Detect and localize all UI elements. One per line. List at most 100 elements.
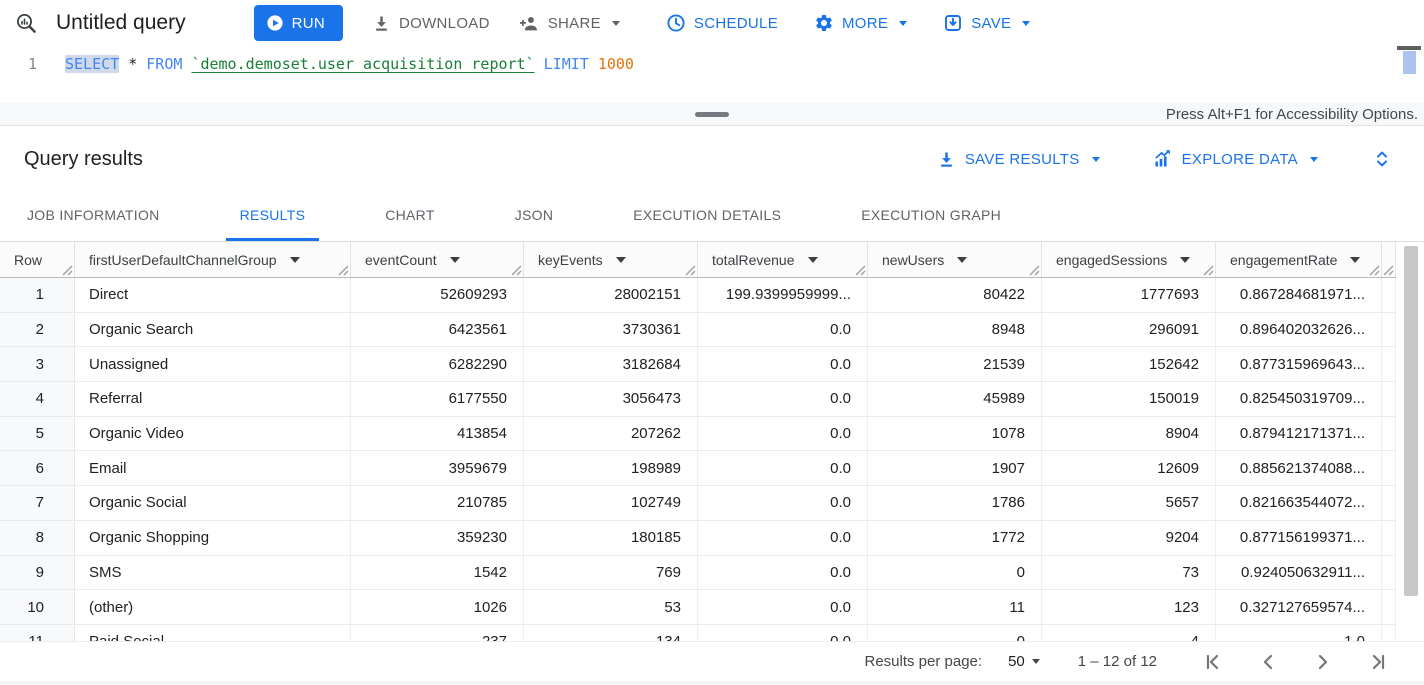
tab-json[interactable]: JSON — [501, 192, 568, 241]
table-cell-newusers: 1786 — [868, 486, 1042, 520]
column-menu-icon[interactable] — [808, 257, 818, 263]
column-resize-handle[interactable] — [1203, 265, 1214, 276]
table-cell-totalrevenue: 0.0 — [698, 313, 868, 347]
run-button[interactable]: RUN — [254, 5, 343, 41]
save-results-button[interactable]: SAVE RESULTS — [937, 150, 1100, 169]
column-resize-handle[interactable] — [685, 265, 696, 276]
gear-icon — [814, 13, 834, 33]
schedule-button[interactable]: SCHEDULE — [666, 13, 778, 33]
column-label: firstUserDefaultChannelGroup — [89, 252, 277, 268]
table-cell-firstuserdefaultchannelgroup: Paid Social — [75, 625, 351, 641]
column-menu-icon[interactable] — [957, 257, 967, 263]
table-cell-newusers: 1907 — [868, 451, 1042, 485]
sql-editor[interactable]: 1 SELECT * FROM `demo.demoset.user_acqui… — [0, 46, 1424, 103]
save-results-icon — [937, 150, 956, 169]
more-button[interactable]: MORE — [814, 13, 907, 33]
previous-page-button[interactable] — [1256, 650, 1280, 674]
table-row: 11Paid Social2371340.0041.0 — [0, 625, 1396, 641]
tab-execution-details[interactable]: EXECUTION DETAILS — [619, 192, 795, 241]
panel-resize-handle[interactable] — [695, 112, 729, 117]
column-header-keyevents[interactable]: keyEvents — [524, 242, 698, 277]
sql-table-reference[interactable]: `demo.demoset.user_acquisition_report` — [191, 55, 534, 73]
table-cell-firstuserdefaultchannelgroup: Organic Video — [75, 417, 351, 451]
table-cell-keyevents: 134 — [524, 625, 698, 641]
table-cell-eventcount: 6177550 — [351, 382, 524, 416]
results-actions: SAVE RESULTS EXPLORE DATA — [937, 147, 1394, 171]
table-cell-eventcount: 1026 — [351, 590, 524, 624]
table-row: 1Direct5260929328002151199.9399959999...… — [0, 278, 1396, 313]
column-label: newUsers — [882, 252, 944, 268]
chevron-down-icon — [899, 21, 907, 26]
sql-token: 1000 — [598, 55, 634, 73]
table-cell-engagementrate: 0.867284681971... — [1216, 278, 1382, 312]
results-title: Query results — [24, 148, 143, 171]
column-resize-handle[interactable] — [1029, 265, 1040, 276]
results-table: Row firstUserDefaultChannelGroup eventCoun… — [0, 242, 1396, 641]
column-resize-handle[interactable] — [855, 265, 866, 276]
column-header-newusers[interactable]: newUsers — [868, 242, 1042, 277]
column-menu-icon[interactable] — [616, 257, 626, 263]
table-cell-newusers: 1078 — [868, 417, 1042, 451]
table-scrollbar-thumb[interactable] — [1404, 246, 1418, 596]
share-button[interactable]: SHARE — [519, 14, 620, 33]
sql-code-line[interactable]: SELECT * FROM `demo.demoset.user_acquisi… — [52, 46, 634, 103]
table-cell-spacer — [1382, 451, 1396, 485]
explore-data-button[interactable]: EXPLORE DATA — [1152, 149, 1318, 169]
table-cell-engagedsessions: 8904 — [1042, 417, 1216, 451]
chevron-down-icon — [1022, 21, 1030, 26]
save-button[interactable]: SAVE — [943, 13, 1030, 33]
accessibility-hint: Press Alt+F1 for Accessibility Options. — [1166, 106, 1418, 123]
table-cell-eventcount: 1542 — [351, 556, 524, 590]
column-resize-handle[interactable] — [511, 265, 522, 276]
column-header-totalrevenue[interactable]: totalRevenue — [698, 242, 868, 277]
query-title[interactable]: Untitled query — [56, 11, 186, 35]
column-resize-handle[interactable] — [1383, 265, 1394, 276]
column-resize-handle[interactable] — [338, 265, 349, 276]
bigquery-query-editor: Untitled query RUN DOWNLOAD — [0, 0, 1424, 685]
table-cell-firstuserdefaultchannelgroup: Email — [75, 451, 351, 485]
table-cell-engagementrate: 0.821663544072... — [1216, 486, 1382, 520]
column-label: totalRevenue — [712, 252, 795, 268]
column-resize-handle[interactable] — [1369, 265, 1380, 276]
results-tab-bar: JOB INFORMATION RESULTS CHART JSON EXECUTION… — [0, 192, 1424, 242]
panel-splitter-bar: Press Alt+F1 for Accessibility Options. — [0, 103, 1424, 126]
download-button[interactable]: DOWNLOAD — [372, 14, 490, 33]
column-header-firstuserdefaultchannelgroup[interactable]: firstUserDefaultChannelGroup — [75, 242, 351, 277]
column-header-engagementrate[interactable]: engagementRate — [1216, 242, 1382, 277]
table-cell-newusers: 80422 — [868, 278, 1042, 312]
tab-results[interactable]: RESULTS — [226, 192, 320, 241]
table-cell-keyevents: 28002151 — [524, 278, 698, 312]
table-row: 2Organic Search642356137303610.089482960… — [0, 313, 1396, 348]
column-menu-icon[interactable] — [1180, 257, 1190, 263]
column-header-engagedsessions[interactable]: engagedSessions — [1042, 242, 1216, 277]
table-cell-spacer — [1382, 625, 1396, 641]
table-cell-spacer — [1382, 382, 1396, 416]
table-cell-newusers: 0 — [868, 556, 1042, 590]
table-cell-engagementrate: 1.0 — [1216, 625, 1382, 641]
tab-job-information[interactable]: JOB INFORMATION — [13, 192, 174, 241]
row-number-cell: 7 — [0, 486, 75, 520]
table-row: 4Referral617755030564730.0459891500190.8… — [0, 382, 1396, 417]
column-header-row[interactable]: Row — [0, 242, 75, 277]
table-cell-totalrevenue: 0.0 — [698, 521, 868, 555]
tab-execution-graph[interactable]: EXECUTION GRAPH — [847, 192, 1015, 241]
column-menu-icon[interactable] — [1350, 257, 1360, 263]
column-menu-icon[interactable] — [450, 257, 460, 263]
collapse-results-button[interactable] — [1370, 147, 1394, 171]
column-resize-handle[interactable] — [62, 265, 73, 276]
next-page-button[interactable] — [1311, 650, 1335, 674]
table-cell-engagementrate: 0.885621374088... — [1216, 451, 1382, 485]
tab-chart[interactable]: CHART — [371, 192, 448, 241]
column-header-eventcount[interactable]: eventCount — [351, 242, 524, 277]
results-table-area: Row firstUserDefaultChannelGroup eventCoun… — [0, 242, 1424, 641]
table-cell-spacer — [1382, 417, 1396, 451]
first-page-button[interactable] — [1201, 650, 1225, 674]
table-cell-engagedsessions: 123 — [1042, 590, 1216, 624]
last-page-button[interactable] — [1366, 650, 1390, 674]
editor-scrollbar-thumb[interactable] — [1403, 51, 1416, 74]
table-cell-totalrevenue: 0.0 — [698, 417, 868, 451]
table-cell-firstuserdefaultchannelgroup: (other) — [75, 590, 351, 624]
column-menu-icon[interactable] — [290, 257, 300, 263]
page-size-select[interactable]: 50 — [1008, 653, 1040, 670]
chevron-left-icon — [1256, 650, 1280, 674]
